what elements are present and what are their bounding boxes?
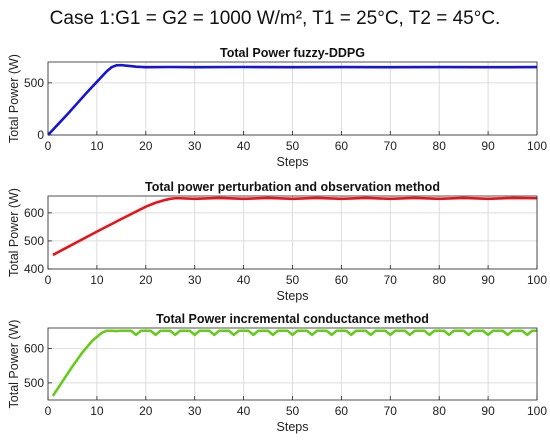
x-tick-label: 30 — [188, 139, 202, 153]
subplot-title: Total power perturbation and observation… — [145, 180, 440, 194]
x-tick-label: 60 — [335, 273, 349, 287]
x-tick-label: 20 — [139, 273, 153, 287]
x-tick-label: 70 — [384, 273, 398, 287]
x-tick-label: 70 — [384, 404, 398, 418]
y-axis-label: Total Power (W) — [7, 54, 21, 143]
y-axis-label: Total Power (W) — [7, 188, 21, 277]
x-tick-label: 0 — [45, 139, 52, 153]
y-tick-label: 0 — [37, 128, 44, 142]
series-line-1 — [52, 196, 537, 257]
series-line-1 — [48, 63, 537, 136]
x-tick-label: 90 — [481, 404, 495, 418]
x-tick-label: 10 — [90, 404, 104, 418]
x-tick-label: 70 — [384, 139, 398, 153]
x-tick-label: 30 — [188, 273, 202, 287]
x-tick-label: 50 — [286, 273, 300, 287]
subplot-title: Total Power incremental conductance meth… — [156, 312, 429, 326]
x-tick-label: 50 — [286, 139, 300, 153]
x-tick-label: 100 — [527, 404, 547, 418]
series-line-1 — [51, 329, 537, 397]
x-axis-label: Steps — [277, 289, 309, 303]
x-tick-label: 90 — [481, 139, 495, 153]
y-tick-label: 600 — [24, 206, 44, 220]
x-axis-label: Steps — [277, 155, 309, 169]
x-tick-label: 80 — [433, 404, 447, 418]
y-tick-label: 500 — [24, 76, 44, 90]
x-axis-label: Steps — [277, 420, 309, 434]
x-tick-label: 10 — [90, 139, 104, 153]
x-tick-label: 60 — [335, 139, 349, 153]
y-tick-label: 600 — [24, 342, 44, 356]
x-tick-label: 40 — [237, 139, 251, 153]
y-tick-label: 500 — [24, 376, 44, 390]
x-tick-label: 60 — [335, 404, 349, 418]
subplot-1: 0 10 20 30 40 50 60 70 80 90 100 0 500 Total Power fu… — [7, 46, 547, 169]
y-axis-label: Total Power (W) — [7, 320, 21, 409]
x-tick-label: 80 — [433, 139, 447, 153]
x-tick-label: 40 — [237, 273, 251, 287]
x-tick-label: 0 — [45, 273, 52, 287]
x-tick-label: 90 — [481, 273, 495, 287]
x-tick-label: 100 — [527, 139, 547, 153]
x-tick-label: 0 — [45, 404, 52, 418]
x-tick-label: 100 — [527, 273, 547, 287]
x-tick-label: 40 — [237, 404, 251, 418]
y-tick-label: 400 — [24, 262, 44, 276]
figure-suptitle: Case 1:G1 = G2 = 1000 W/m², T1 = 25°C, T… — [50, 8, 501, 29]
y-tick-label: 500 — [24, 234, 44, 248]
x-tick-label: 80 — [433, 273, 447, 287]
x-tick-label: 20 — [139, 404, 153, 418]
x-tick-label: 10 — [90, 273, 104, 287]
x-tick-label: 50 — [286, 404, 300, 418]
subplot-title: Total Power fuzzy-DDPG — [220, 46, 365, 60]
subplot-2: 0 10 20 30 40 50 60 70 80 90 100 400 500 600 Total pow… — [7, 180, 547, 303]
x-tick-label: 30 — [188, 404, 202, 418]
x-tick-label: 20 — [139, 139, 153, 153]
